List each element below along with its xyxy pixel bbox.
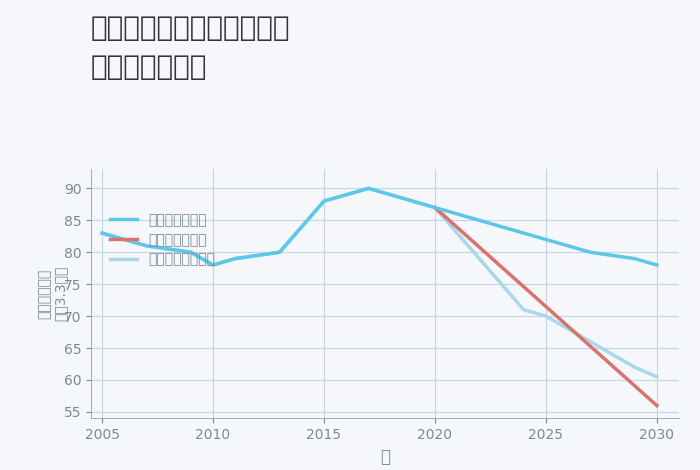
ノーマルシナリオ — [120, 236, 129, 242]
バッドシナリオ — [652, 403, 661, 408]
ノーマルシナリオ — [209, 262, 217, 268]
ノーマルシナリオ — [631, 364, 639, 370]
グッドシナリオ — [497, 224, 505, 229]
グッドシナリオ — [564, 243, 573, 249]
ノーマルシナリオ — [453, 230, 461, 236]
Line: ノーマルシナリオ: ノーマルシナリオ — [102, 188, 657, 377]
ノーマルシナリオ — [608, 352, 617, 357]
グッドシナリオ — [586, 250, 594, 255]
Line: バッドシナリオ: バッドシナリオ — [435, 208, 657, 406]
バッドシナリオ — [430, 205, 439, 211]
グッドシナリオ — [608, 252, 617, 258]
グッドシナリオ — [164, 246, 173, 252]
ノーマルシナリオ — [98, 230, 106, 236]
グッドシナリオ — [430, 205, 439, 211]
グッドシナリオ — [209, 262, 217, 268]
グッドシナリオ — [253, 252, 262, 258]
ノーマルシナリオ — [409, 198, 417, 204]
Y-axis label: 単価（万円）
坪（3.3㎡）: 単価（万円） 坪（3.3㎡） — [37, 266, 68, 321]
ノーマルシナリオ — [320, 198, 328, 204]
ノーマルシナリオ — [386, 192, 395, 197]
グッドシナリオ — [475, 218, 484, 223]
グッドシナリオ — [142, 243, 150, 249]
グッドシナリオ — [187, 250, 195, 255]
グッドシナリオ — [453, 211, 461, 217]
グッドシナリオ — [320, 198, 328, 204]
グッドシナリオ — [519, 230, 528, 236]
グッドシナリオ — [98, 230, 106, 236]
ノーマルシナリオ — [652, 374, 661, 380]
グッドシナリオ — [342, 192, 351, 197]
ノーマルシナリオ — [586, 339, 594, 345]
ノーマルシナリオ — [342, 192, 351, 197]
ノーマルシナリオ — [231, 256, 239, 261]
グッドシナリオ — [631, 256, 639, 261]
Text: 兵庫県西宮市津門西口町の
土地の価格推移: 兵庫県西宮市津門西口町の 土地の価格推移 — [91, 14, 290, 81]
ノーマルシナリオ — [430, 205, 439, 211]
ノーマルシナリオ — [519, 307, 528, 313]
ノーマルシナリオ — [275, 250, 284, 255]
ノーマルシナリオ — [142, 243, 150, 249]
グッドシナリオ — [275, 250, 284, 255]
ノーマルシナリオ — [253, 252, 262, 258]
ノーマルシナリオ — [187, 250, 195, 255]
ノーマルシナリオ — [364, 186, 372, 191]
Line: グッドシナリオ: グッドシナリオ — [102, 188, 657, 265]
X-axis label: 年: 年 — [380, 447, 390, 466]
グッドシナリオ — [542, 236, 550, 242]
グッドシナリオ — [386, 192, 395, 197]
グッドシナリオ — [120, 236, 129, 242]
ノーマルシナリオ — [564, 326, 573, 332]
ノーマルシナリオ — [542, 313, 550, 319]
グッドシナリオ — [364, 186, 372, 191]
グッドシナリオ — [231, 256, 239, 261]
ノーマルシナリオ — [164, 246, 173, 252]
グッドシナリオ — [298, 224, 306, 229]
グッドシナリオ — [409, 198, 417, 204]
ノーマルシナリオ — [298, 224, 306, 229]
ノーマルシナリオ — [475, 256, 484, 261]
グッドシナリオ — [652, 262, 661, 268]
ノーマルシナリオ — [497, 282, 505, 287]
Legend: グッドシナリオ, バッドシナリオ, ノーマルシナリオ: グッドシナリオ, バッドシナリオ, ノーマルシナリオ — [110, 213, 216, 266]
